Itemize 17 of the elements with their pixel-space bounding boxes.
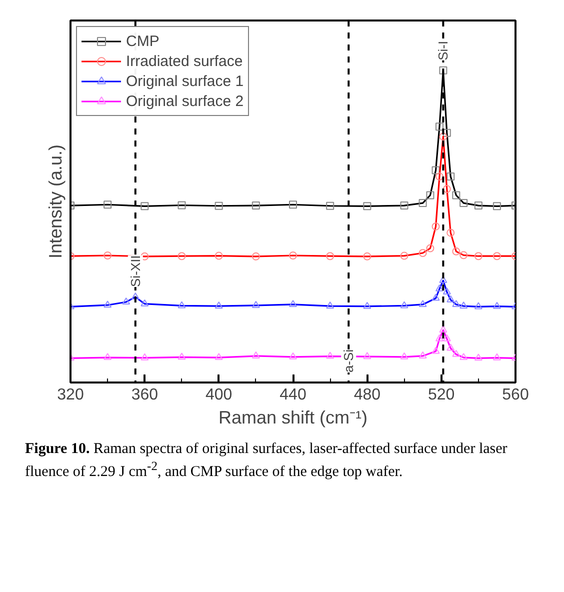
x-tick-label: 520 — [428, 386, 455, 404]
y-axis-title: Intensity (a.u.) — [46, 144, 66, 259]
ref-line-label: a-Si — [341, 349, 356, 372]
legend-label: Original surface 1 — [126, 72, 244, 90]
x-tick-label: 320 — [57, 386, 84, 404]
x-tick-label: 360 — [131, 386, 158, 404]
x-tick-label: 480 — [354, 386, 381, 404]
x-axis-title: Raman shift (cm⁻¹) — [218, 408, 368, 428]
caption: Figure 10. — [25, 441, 90, 457]
ref-line-label: Si-I — [436, 40, 451, 60]
legend-label: Original surface 2 — [126, 92, 244, 110]
legend-label: Irradiated surface — [126, 52, 243, 70]
x-tick-label: 440 — [280, 386, 306, 404]
legend-label: CMP — [126, 32, 160, 50]
ref-line-label: Si-XII — [128, 255, 143, 287]
x-tick-label: 400 — [205, 386, 232, 404]
x-tick-label: 560 — [502, 386, 529, 404]
